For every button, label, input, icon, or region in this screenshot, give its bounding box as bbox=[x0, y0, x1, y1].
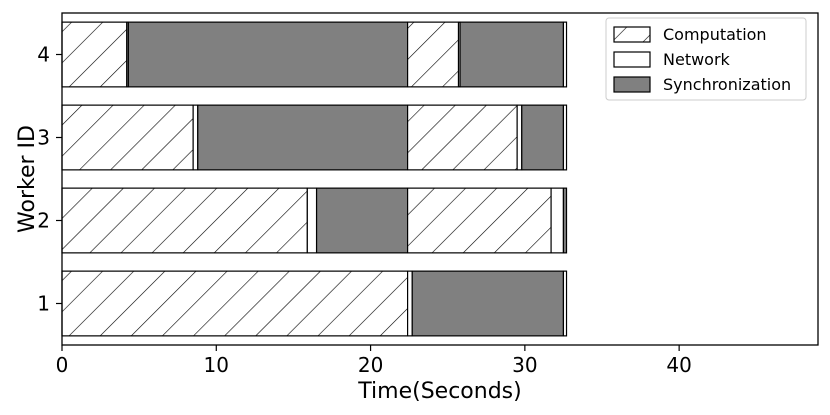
bar-segment-worker-4-synchronization bbox=[128, 22, 407, 87]
legend-label-computation: Computation bbox=[663, 25, 767, 44]
bar-segment-worker-3-network bbox=[563, 105, 566, 170]
bar-segment-worker-3-computation bbox=[408, 105, 518, 170]
bar-segment-worker-3-synchronization bbox=[198, 105, 408, 170]
legend-swatch-network bbox=[614, 52, 650, 67]
x-tick-label: 0 bbox=[56, 353, 69, 377]
bar-segment-worker-4-synchronization bbox=[460, 22, 563, 87]
bar-segment-worker-3-synchronization bbox=[522, 105, 564, 170]
bars-group bbox=[62, 22, 567, 336]
bar-segment-worker-3-network bbox=[193, 105, 198, 170]
x-axis-label: Time(Seconds) bbox=[357, 379, 521, 404]
bar-segment-worker-1-network bbox=[563, 271, 566, 336]
x-tick-label: 10 bbox=[204, 353, 229, 377]
x-tick-label: 20 bbox=[358, 353, 383, 377]
legend-label-network: Network bbox=[663, 50, 731, 69]
bar-segment-worker-1-synchronization bbox=[412, 271, 563, 336]
bar-segment-worker-4-network bbox=[563, 22, 566, 87]
bar-segment-worker-2-synchronization bbox=[563, 188, 566, 253]
bar-segment-worker-1-network bbox=[408, 271, 413, 336]
bar-segment-worker-2-computation bbox=[408, 188, 551, 253]
x-tick-label: 40 bbox=[666, 353, 691, 377]
legend-label-synchronization: Synchronization bbox=[663, 75, 791, 94]
bar-segment-worker-4-computation bbox=[62, 22, 127, 87]
bar-segment-worker-2-synchronization bbox=[317, 188, 408, 253]
legend-swatch-synchronization bbox=[614, 77, 650, 92]
bar-segment-worker-4-computation bbox=[408, 22, 459, 87]
bar-segment-worker-2-computation bbox=[62, 188, 307, 253]
bar-segment-worker-2-network bbox=[307, 188, 316, 253]
y-axis-label: Worker ID bbox=[15, 125, 40, 233]
legend-swatch-computation bbox=[614, 27, 650, 42]
y-tick-label: 1 bbox=[37, 292, 50, 316]
legend: Computation Network Synchronization bbox=[606, 18, 806, 100]
x-tick-label: 30 bbox=[512, 353, 537, 377]
bar-segment-worker-1-computation bbox=[62, 271, 408, 336]
y-tick-label: 4 bbox=[37, 43, 50, 67]
x-axis-ticks: 0 10 20 30 40 bbox=[56, 345, 692, 377]
bar-segment-worker-2-network bbox=[551, 188, 563, 253]
bar-segment-worker-3-computation bbox=[62, 105, 193, 170]
bar-segment-worker-3-network bbox=[517, 105, 522, 170]
